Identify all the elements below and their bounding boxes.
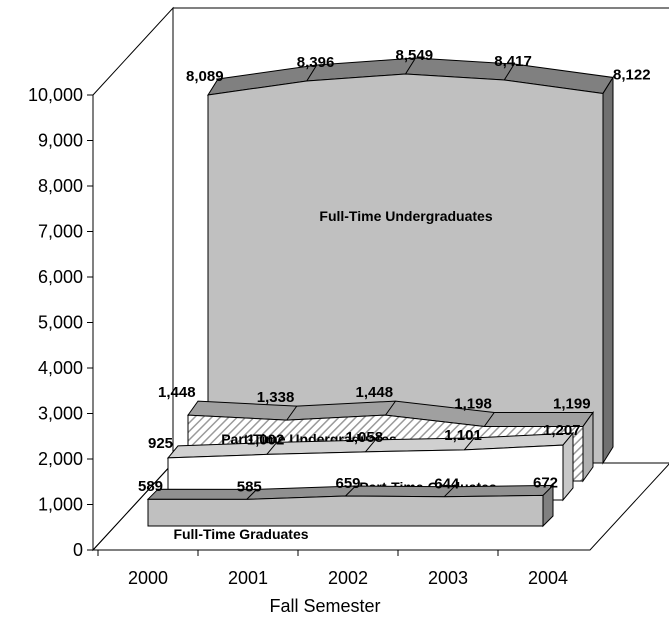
data-label: 8,417	[494, 53, 532, 70]
data-label: 8,549	[396, 47, 434, 64]
series-layer: 8,089 8,396 8,549 8,417 8,122 Full-Time Under…	[138, 47, 651, 542]
data-label: 585	[237, 478, 262, 495]
data-label: 659	[336, 475, 361, 492]
series-front-face	[207, 73, 604, 464]
series-name-label: Full-Time Undergraduates	[319, 208, 492, 224]
data-label: 925	[148, 435, 173, 452]
series-top-divider	[306, 64, 318, 82]
data-label: 1,207	[543, 422, 581, 439]
data-label: 1,199	[553, 395, 591, 412]
data-label: 644	[434, 476, 460, 493]
series-top-divider	[266, 442, 278, 455]
x-tick-label: 2002	[328, 568, 368, 588]
series-top-divider	[503, 63, 515, 81]
series-top-divider	[365, 439, 376, 453]
data-label: 672	[533, 474, 558, 491]
x-tick-label: 2004	[528, 568, 568, 588]
y-tick-label: 6,000	[38, 267, 83, 287]
data-label: 589	[138, 478, 163, 495]
floor	[91, 462, 669, 551]
data-label: 8,089	[186, 68, 224, 85]
data-label: 1,002	[247, 431, 285, 448]
y-tick-label: 10,000	[28, 85, 83, 105]
data-label: 8,396	[297, 54, 335, 71]
data-label: 1,058	[346, 429, 384, 446]
x-axis-title: Fall Semester	[269, 596, 380, 616]
x-tick-label: 2001	[228, 568, 268, 588]
y-tick-label: 1,000	[38, 495, 83, 515]
x-axis: 2000 2001 2002 2003 2004	[97, 550, 568, 588]
series-top-divider	[463, 437, 475, 451]
series-top-divider	[246, 489, 258, 500]
y-tick-label: 9,000	[38, 131, 83, 151]
x-tick-label: 2003	[428, 568, 468, 588]
series-top-divider	[483, 412, 495, 427]
y-tick-label: 8,000	[38, 176, 83, 196]
x-tick-label: 2000	[128, 568, 168, 588]
data-label: 1,448	[158, 384, 196, 401]
series-full-time-undergraduates: 8,089 8,396 8,549 8,417 8,122 Full-Time Under…	[186, 47, 651, 465]
data-label: 1,198	[454, 395, 492, 412]
series-top-divider	[405, 57, 416, 75]
series-top-divider	[286, 405, 298, 421]
series-top-divider	[385, 400, 396, 416]
series-top-divider	[443, 486, 455, 498]
series-name-label: Full-Time Graduates	[173, 526, 308, 542]
y-tick-label: 7,000	[38, 222, 83, 242]
y-tick-label: 4,000	[38, 358, 83, 378]
data-label: 8,122	[613, 66, 651, 83]
y-tick-label: 0	[73, 540, 83, 560]
left-wall	[92, 6, 174, 552]
y-tick-label: 2,000	[38, 449, 83, 469]
series-front-face	[147, 494, 544, 527]
data-label: 1,448	[356, 384, 394, 401]
series-full-time-graduates: 589 585 659 644 672 Full-Time Graduates	[138, 474, 558, 542]
series-side-face	[602, 75, 614, 465]
y-tick-label: 3,000	[38, 404, 83, 424]
series-top-divider	[345, 485, 356, 497]
y-axis: 0 1,000 2,000 3,000 4,000 5,000 6,000 7,000 8,00…	[28, 85, 93, 560]
data-label: 1,101	[444, 427, 482, 444]
y-tick-label: 5,000	[38, 313, 83, 333]
data-label: 1,338	[257, 389, 295, 406]
series-side-face	[562, 431, 574, 502]
